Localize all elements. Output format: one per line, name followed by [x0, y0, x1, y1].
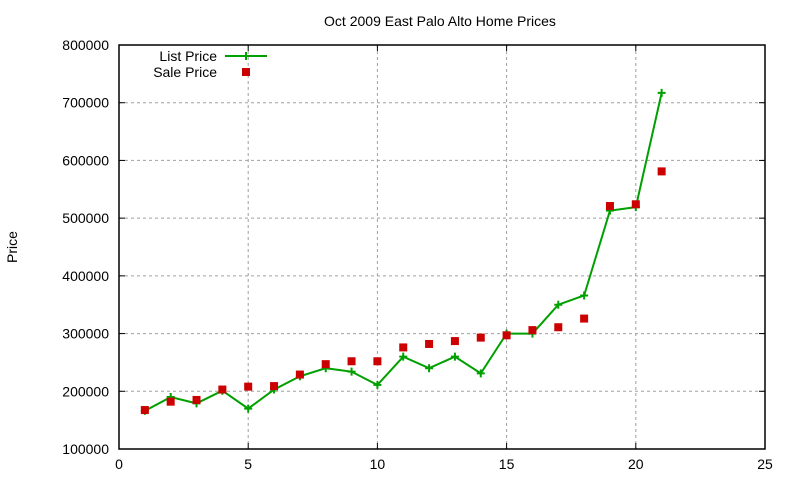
legend-label-sale-price: Sale Price: [153, 64, 217, 80]
x-tick-label: 25: [757, 456, 773, 472]
gridlines: [119, 45, 765, 449]
plus-marker-icon: [373, 380, 382, 389]
plus-marker-icon: [347, 367, 356, 376]
x-tick-label: 0: [115, 456, 123, 472]
series-list-price: [140, 88, 666, 415]
plus-marker-icon: [450, 352, 459, 361]
plus-marker-icon: [554, 300, 563, 309]
y-axis-label: Price: [4, 231, 20, 263]
square-marker-icon: [605, 202, 614, 211]
square-marker-icon: [580, 314, 589, 323]
legend-square-marker-icon: [242, 68, 250, 76]
y-axis-tick-labels: 100000 200000 300000 400000 500000 600000 7000…: [62, 37, 109, 457]
square-marker-icon: [347, 357, 356, 366]
plus-marker-icon: [580, 291, 589, 300]
square-marker-icon: [450, 337, 459, 346]
square-marker-icon: [528, 326, 537, 335]
legend-label-list-price: List Price: [159, 48, 217, 64]
y-tick-label: 400000: [62, 268, 109, 284]
x-tick-label: 15: [499, 456, 515, 472]
series-line: [144, 92, 663, 412]
plus-marker-icon: [399, 352, 408, 361]
x-axis-tick-labels: 0 5 10 15 20 25: [115, 456, 773, 472]
axis-ticks: [118, 44, 766, 450]
x-tick-label: 10: [370, 456, 386, 472]
square-marker-icon: [399, 343, 408, 352]
x-tick-label: 20: [628, 456, 644, 472]
chart-title: Oct 2009 East Palo Alto Home Prices: [324, 13, 556, 29]
square-marker-icon: [192, 395, 201, 404]
y-tick-label: 500000: [62, 210, 109, 226]
square-marker-icon: [425, 339, 434, 348]
square-marker-icon: [373, 357, 382, 366]
square-marker-icon: [218, 385, 227, 394]
y-tick-label: 100000: [62, 441, 109, 457]
y-tick-label: 800000: [62, 37, 109, 53]
square-marker-icon: [321, 360, 330, 369]
square-marker-icon: [502, 331, 511, 340]
square-marker-icon: [554, 323, 563, 332]
square-marker-icon: [295, 370, 304, 379]
plot-frame: [118, 44, 766, 450]
legend-plus-marker-icon: [242, 52, 250, 60]
square-marker-icon: [270, 382, 279, 391]
y-tick-label: 300000: [62, 326, 109, 342]
y-tick-label: 700000: [62, 95, 109, 111]
y-tick-label: 200000: [62, 383, 109, 399]
square-marker-icon: [476, 333, 485, 342]
plus-marker-icon: [425, 364, 434, 373]
x-tick-label: 5: [244, 456, 252, 472]
plus-marker-icon: [657, 88, 666, 97]
plus-marker-icon: [476, 369, 485, 378]
square-marker-icon: [631, 200, 640, 209]
square-marker-icon: [657, 167, 666, 176]
plus-marker-icon: [244, 404, 253, 413]
square-marker-icon: [166, 397, 175, 406]
series-sale-price: [140, 167, 666, 415]
plot-series: [140, 88, 666, 415]
square-marker-icon: [244, 382, 253, 391]
legend: List Price Sale Price: [153, 48, 267, 80]
square-marker-icon: [140, 406, 149, 415]
y-tick-label: 600000: [62, 152, 109, 168]
